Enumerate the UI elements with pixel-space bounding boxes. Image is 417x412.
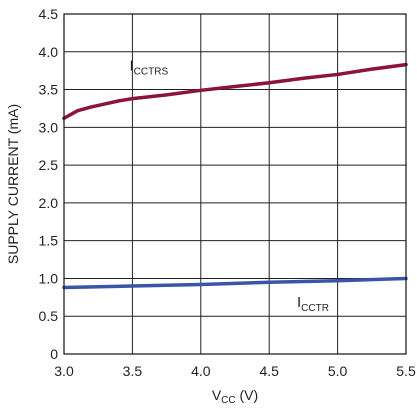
series-label-main: I xyxy=(130,58,134,75)
y-tick-label: 4.5 xyxy=(39,6,59,22)
y-tick-label: 4.0 xyxy=(39,44,59,60)
y-tick-label: 1.0 xyxy=(39,270,59,286)
grid xyxy=(63,13,407,355)
x-tick-label: 3.0 xyxy=(54,363,74,379)
y-tick-label: 0 xyxy=(50,346,58,362)
x-tick-label: 4.5 xyxy=(259,363,279,379)
series-label-sub: CCTR xyxy=(301,303,329,314)
series-line-icctrs xyxy=(62,62,408,121)
y-tick-label: 1.5 xyxy=(39,233,59,249)
series-label-icctr: ICCTR xyxy=(297,294,329,314)
y-axis-title: SUPPLY CURRENT (mA) xyxy=(5,104,21,264)
x-tick-label: 3.5 xyxy=(123,363,143,379)
series-label-main: I xyxy=(297,294,301,311)
x-tick-label: 5.5 xyxy=(396,363,416,379)
plot-frame xyxy=(63,13,407,355)
y-tick-label: 2.5 xyxy=(39,157,59,173)
tick-labels: 3.0 3.5 4.0 4.5 5.0 5.5 0 0.5 1.0 1.5 2.0 2.5 3.0 3.5… xyxy=(39,6,416,379)
series-label-icctrs: ICCTRS xyxy=(130,58,169,78)
x-tick-label: 4.0 xyxy=(191,363,211,379)
x-axis-title: VCC (V) xyxy=(212,387,258,406)
series-line-icctr xyxy=(62,276,408,290)
y-tick-label: 2.0 xyxy=(39,195,59,211)
y-tick-label: 0.5 xyxy=(39,308,59,324)
y-tick-label: 3.5 xyxy=(39,82,59,98)
series-lines xyxy=(62,62,408,290)
x-tick-label: 5.0 xyxy=(328,363,348,379)
series-label-sub: CCTRS xyxy=(134,67,169,78)
y-tick-label: 3.0 xyxy=(39,119,59,135)
x-axis-title-unit: (V) xyxy=(236,387,259,403)
x-axis-title-sub: CC xyxy=(221,395,235,406)
x-axis-title-main: V xyxy=(212,387,222,403)
